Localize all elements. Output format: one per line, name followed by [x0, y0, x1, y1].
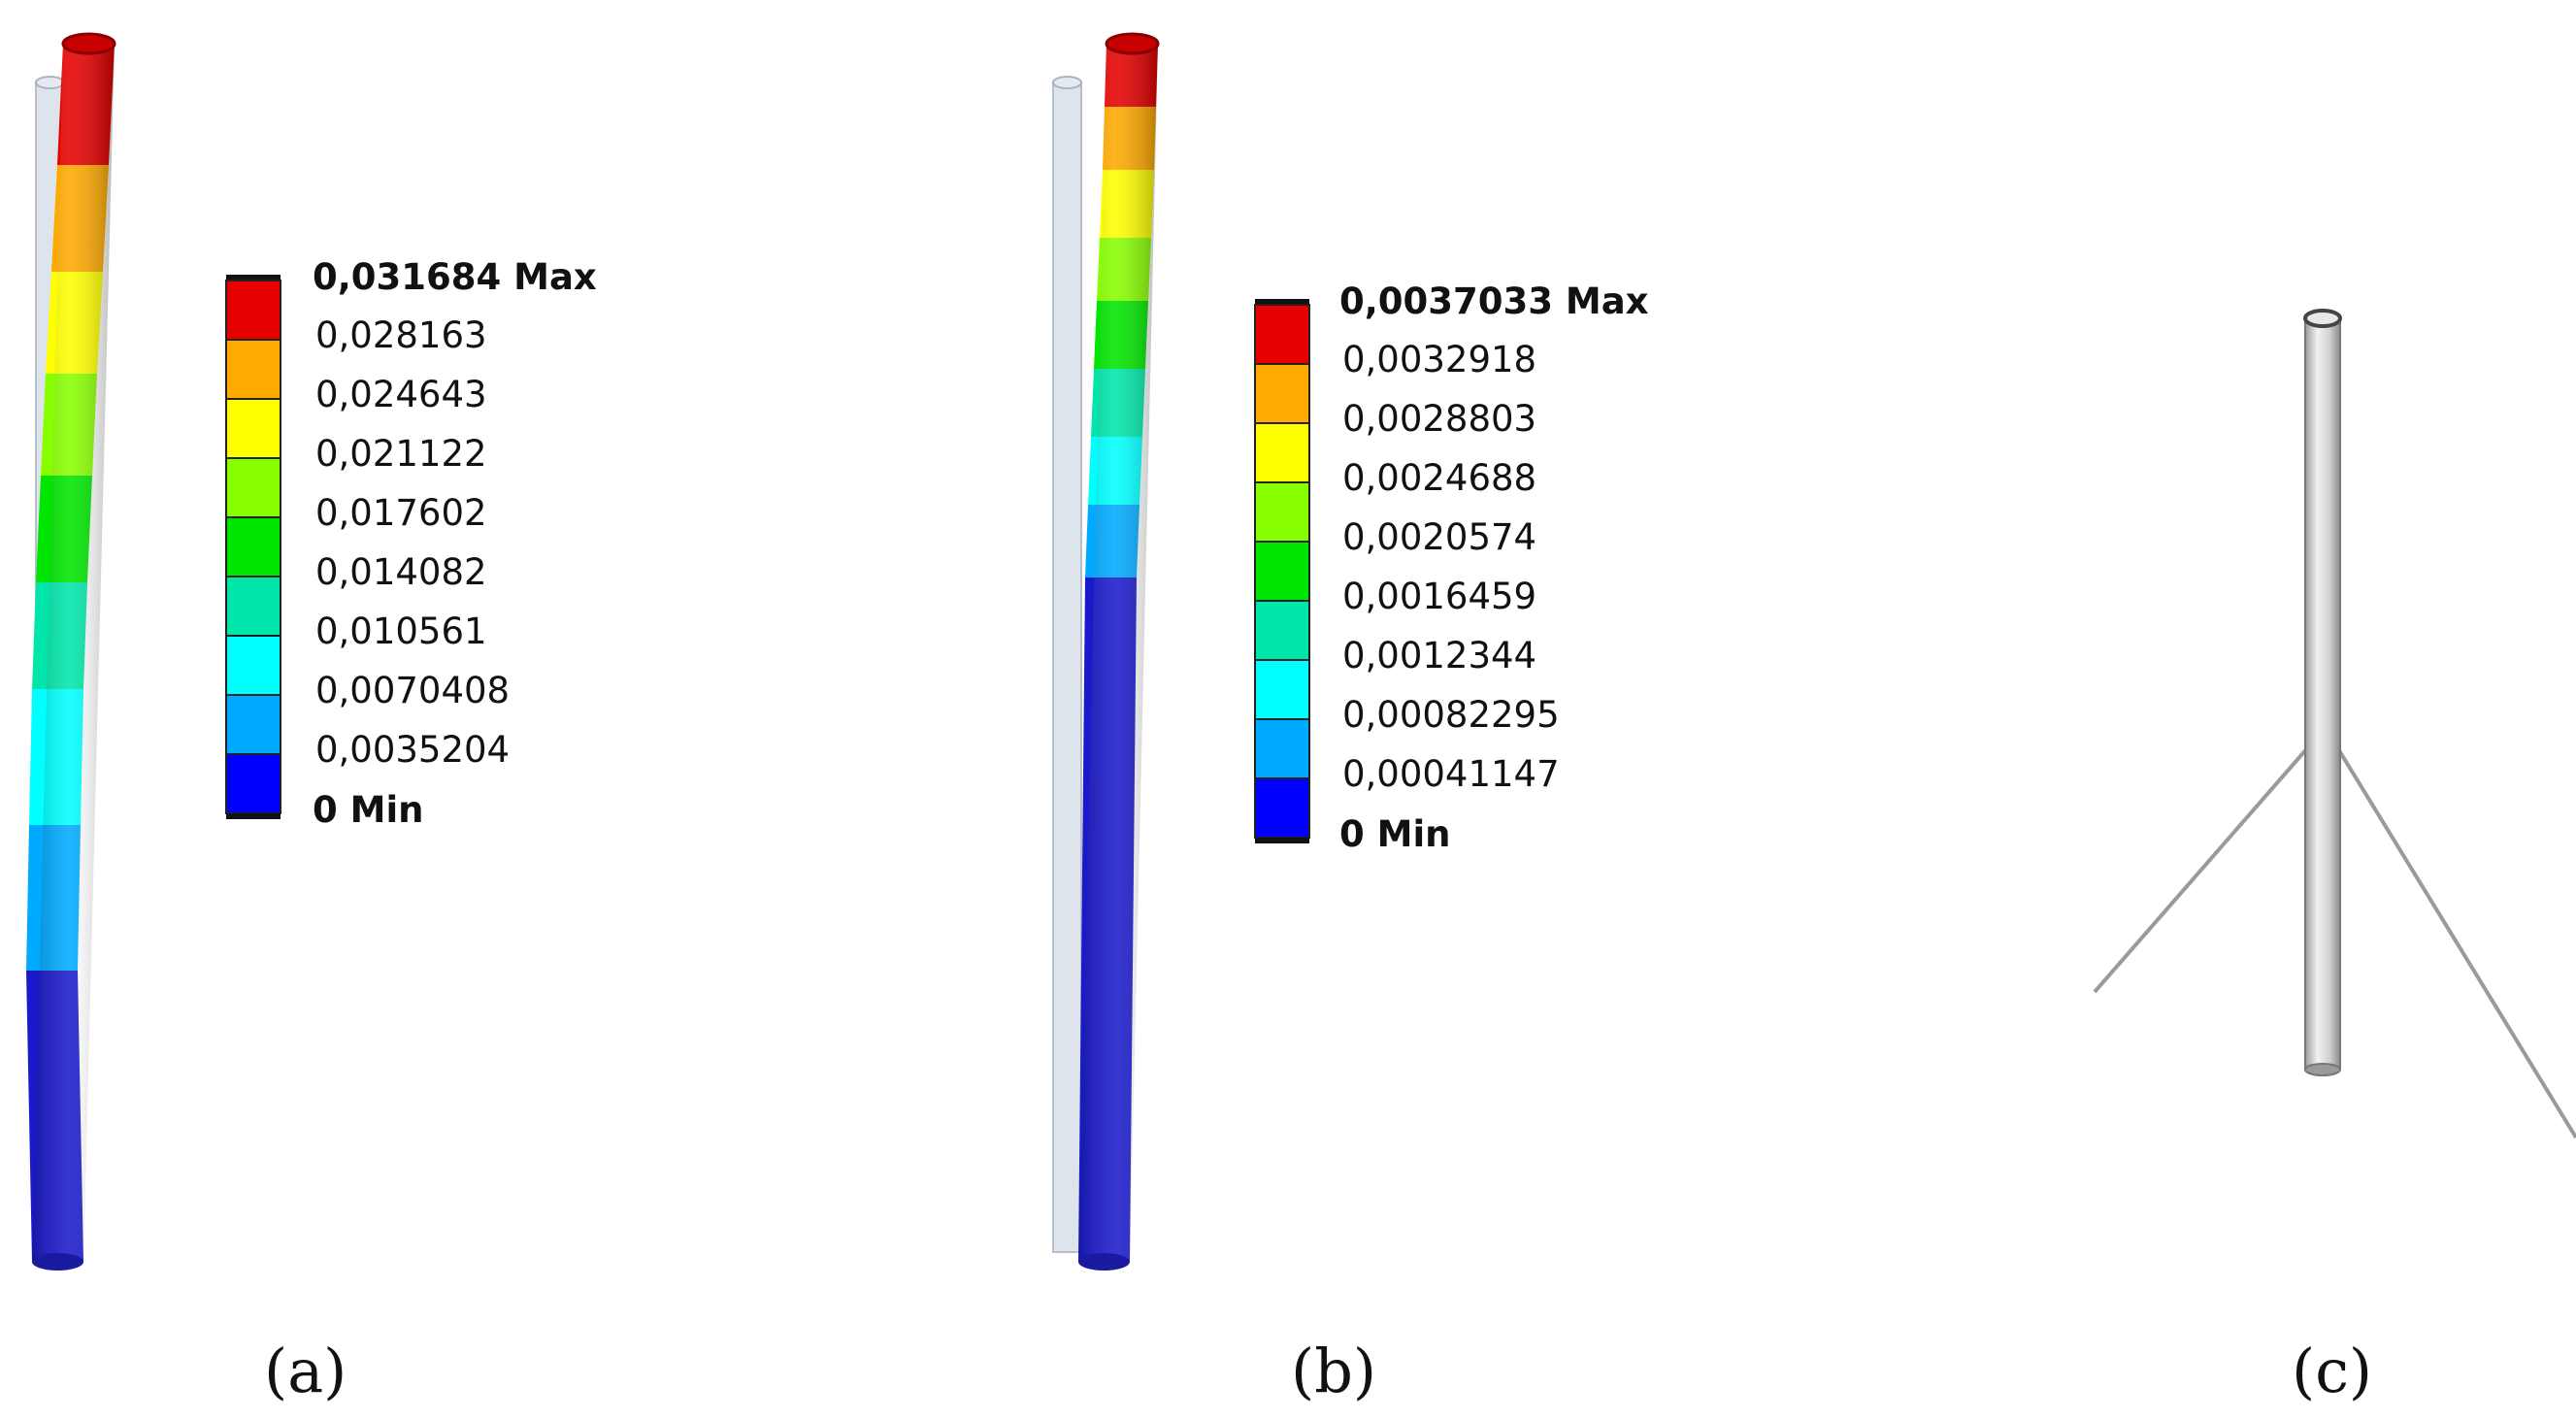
legend-min-label-a: 0 Min: [313, 789, 423, 831]
pole-model: [2303, 309, 2342, 1076]
caption-b: (b): [1291, 1336, 1376, 1406]
panel-a: 0,031684 Max 0,028163 0,024643 0,021122 …: [26, 32, 597, 1406]
legend-label-a-2: 0,024643: [315, 374, 487, 415]
legend-a: 0,031684 Max 0,028163 0,024643 0,021122 …: [225, 256, 597, 831]
guy-wires: [2093, 745, 2576, 1139]
legend-max-label-a: 0,031684 Max: [313, 256, 597, 298]
panel-b: 0,0037033 Max 0,0032918 0,0028803 0,0024…: [1052, 32, 1649, 1406]
legend-label-a-1: 0,028163: [315, 314, 487, 356]
caption-a: (a): [264, 1336, 347, 1406]
panel-c: (c): [2093, 309, 2576, 1406]
deformed-rod-b: [1078, 32, 1160, 1270]
legend-label-b-1: 0,0032918: [1342, 339, 1536, 380]
legend-label-b-5: 0,0016459: [1342, 576, 1536, 617]
legend-label-b-6: 0,0012344: [1342, 635, 1536, 676]
legend-label-b-8: 0,00041147: [1342, 753, 1560, 795]
legend-label-a-8: 0,0035204: [315, 729, 510, 771]
legend-label-b-4: 0,0020574: [1342, 516, 1536, 558]
color-scale-bar-b: [1254, 299, 1310, 843]
legend-label-a-7: 0,0070408: [315, 670, 510, 711]
legend-label-a-6: 0,010561: [315, 610, 487, 652]
legend-b: 0,0037033 Max 0,0032918 0,0028803 0,0024…: [1254, 280, 1649, 855]
legend-label-b-7: 0,00082295: [1342, 694, 1560, 736]
legend-label-a-5: 0,014082: [315, 551, 487, 593]
deformed-rod-a: [26, 32, 116, 1270]
legend-label-a-4: 0,017602: [315, 492, 487, 534]
legend-label-a-3: 0,021122: [315, 433, 487, 475]
legend-label-b-2: 0,0028803: [1342, 398, 1536, 440]
legend-max-label-b: 0,0037033 Max: [1339, 280, 1649, 322]
caption-c: (c): [2292, 1336, 2372, 1406]
color-scale-bar-a: [225, 275, 281, 819]
legend-min-label-b: 0 Min: [1339, 813, 1450, 855]
legend-label-b-3: 0,0024688: [1342, 457, 1536, 499]
undeformed-rod-b: [1052, 76, 1082, 1253]
